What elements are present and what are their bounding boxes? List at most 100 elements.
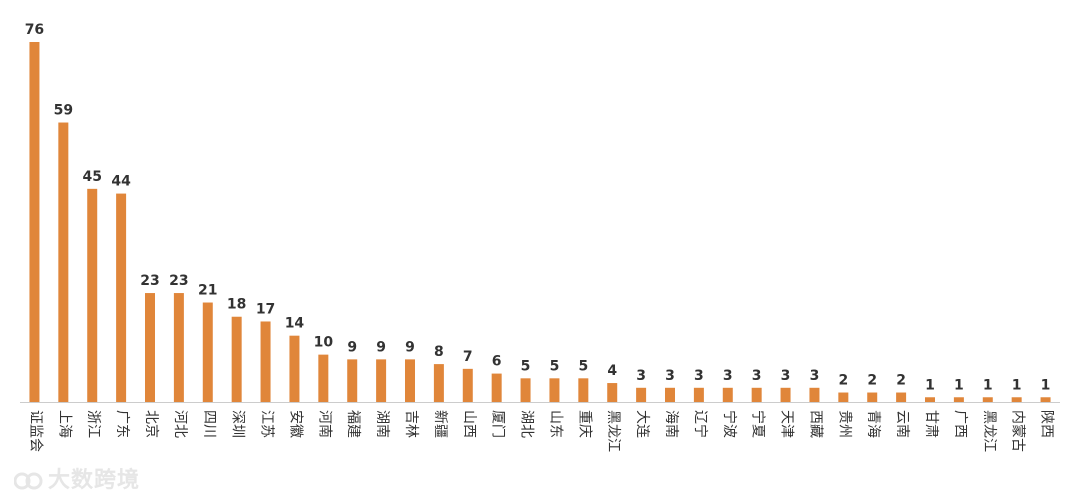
category-label: 大连 — [634, 410, 650, 438]
value-label: 5 — [521, 358, 531, 374]
bar — [1011, 397, 1022, 402]
bar — [925, 397, 935, 402]
brand-logo-icon — [14, 472, 43, 490]
category-label: 天津 — [779, 410, 795, 438]
value-label: 9 — [376, 339, 386, 355]
category-label: 内蒙古 — [1010, 410, 1026, 452]
value-label: 1 — [1041, 377, 1051, 393]
category-label: 西藏 — [807, 410, 823, 438]
bar — [896, 392, 907, 402]
bar — [607, 383, 618, 402]
bar — [202, 302, 213, 402]
bar — [173, 293, 184, 402]
category-label: 广西 — [952, 410, 968, 438]
value-label: 9 — [405, 339, 415, 355]
category-label: 浙江 — [85, 410, 101, 438]
bar — [1040, 397, 1051, 402]
bar — [405, 359, 415, 402]
value-label: 3 — [636, 368, 646, 384]
value-label: 14 — [285, 316, 305, 332]
value-label: 6 — [492, 354, 502, 370]
category-label: 河南 — [316, 410, 332, 438]
category-label: 宁夏 — [750, 410, 767, 438]
category-label: 江苏 — [259, 410, 275, 438]
value-label: 10 — [314, 335, 334, 351]
category-label: 辽宁 — [692, 410, 709, 438]
bar — [231, 316, 242, 402]
value-label: 3 — [810, 368, 820, 384]
bar — [722, 387, 733, 402]
category-label: 上海 — [56, 410, 72, 438]
category-label: 黑龙江 — [605, 410, 621, 452]
category-label: 深圳 — [230, 410, 246, 438]
bar — [87, 188, 98, 402]
value-label: 1 — [983, 377, 993, 393]
category-label: 重庆 — [576, 410, 592, 438]
value-label: 8 — [434, 344, 444, 360]
value-label: 2 — [896, 373, 906, 389]
value-label: 45 — [82, 169, 101, 185]
bar — [838, 392, 849, 402]
category-label: 云南 — [894, 410, 910, 438]
bar — [289, 335, 300, 402]
watermark: 大数跨境 — [14, 462, 140, 494]
watermark-text: 大数跨境 — [48, 468, 141, 493]
bars-group — [29, 42, 1051, 403]
bar — [982, 397, 993, 402]
value-label: 5 — [550, 358, 560, 374]
category-labels-group: 证监会 上海 浙江 广东 北京 河北 四川 深圳 江苏 安徽 河南 福建 湖南 吉林 新疆 山西 厦门 湖北 山东重… — [27, 410, 1054, 452]
bar — [867, 392, 878, 402]
value-label: 4 — [607, 363, 617, 379]
category-label: 证监会 — [27, 410, 43, 452]
bar — [433, 364, 444, 402]
value-label: 3 — [752, 368, 762, 384]
category-label: 吉林 — [403, 410, 419, 438]
category-label: 山东 — [547, 410, 563, 438]
bar — [145, 293, 155, 402]
bar — [665, 387, 675, 402]
value-label: 9 — [347, 339, 357, 355]
category-label: 宁波 — [721, 410, 738, 438]
category-label: 湖北 — [519, 410, 535, 438]
bar — [376, 359, 387, 402]
value-label: 23 — [140, 273, 159, 289]
bar — [809, 387, 820, 402]
category-label: 四川 — [201, 410, 217, 438]
value-label: 3 — [723, 368, 733, 384]
category-label: 湖南 — [374, 410, 390, 438]
value-label: 18 — [227, 297, 246, 313]
bar — [953, 397, 964, 402]
bar — [347, 359, 358, 402]
value-label: 1 — [1012, 377, 1022, 393]
bar — [751, 387, 762, 402]
value-label: 7 — [463, 349, 473, 365]
bar — [29, 42, 40, 402]
bar — [58, 122, 69, 403]
category-label: 安徽 — [287, 410, 303, 438]
value-label: 2 — [867, 373, 877, 389]
bar — [462, 368, 473, 402]
value-label: 3 — [781, 368, 791, 384]
category-label: 广东 — [114, 410, 130, 438]
value-label: 3 — [665, 368, 675, 384]
bar — [260, 321, 271, 402]
category-label: 山西 — [461, 410, 477, 438]
bar — [693, 387, 704, 402]
bar — [636, 387, 647, 402]
value-label: 3 — [694, 368, 704, 384]
bar — [116, 193, 127, 402]
category-label: 北京 — [143, 410, 159, 438]
value-label: 76 — [25, 22, 44, 38]
category-label: 海南 — [663, 410, 679, 438]
value-label: 44 — [111, 174, 131, 190]
value-label: 1 — [954, 377, 964, 393]
value-label: 17 — [256, 301, 275, 317]
bar — [318, 354, 329, 402]
value-label: 1 — [925, 377, 935, 393]
value-label: 23 — [169, 273, 188, 289]
category-label: 厦门 — [490, 410, 506, 438]
category-label: 黑龙江 — [981, 410, 997, 452]
value-label: 21 — [198, 283, 217, 299]
